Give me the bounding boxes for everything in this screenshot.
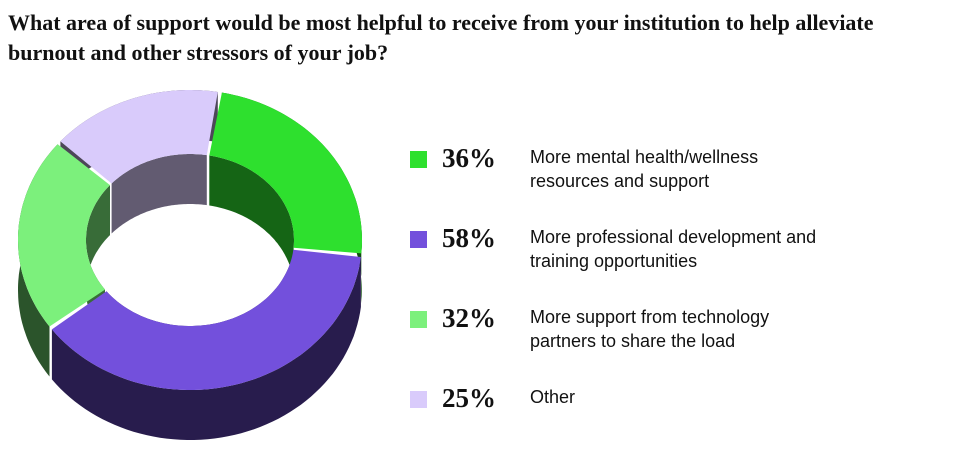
legend-item: 32% More support from technology partners…	[408, 303, 928, 363]
chart-title: What area of support would be most helpf…	[8, 10, 874, 65]
legend-item: 36% More mental health/wellness resources…	[408, 143, 928, 203]
value-label: 32%	[442, 303, 496, 333]
legend-swatch	[410, 391, 427, 408]
slice	[18, 144, 110, 327]
value-label: 25%	[442, 383, 496, 413]
slice-inner	[111, 154, 207, 234]
slice-side	[51, 257, 361, 440]
slice	[51, 249, 361, 390]
slice-inner	[209, 155, 294, 298]
value-label: 58%	[442, 223, 496, 253]
slice	[209, 92, 362, 254]
legend-label: More mental health/wellness resources an…	[530, 147, 759, 191]
legend-swatch	[410, 231, 427, 248]
legend-swatch	[410, 311, 427, 328]
legend-label: Other	[530, 387, 576, 407]
legend-label: More professional development and traini…	[530, 227, 817, 271]
legend-item: 58% More professional development and tra…	[408, 223, 928, 283]
slice	[60, 90, 218, 184]
value-label: 36%	[442, 143, 496, 173]
legend-swatch	[410, 151, 427, 168]
legend-label: More support from technology partners to…	[530, 307, 770, 351]
legend-item: 25% Other	[408, 383, 928, 443]
